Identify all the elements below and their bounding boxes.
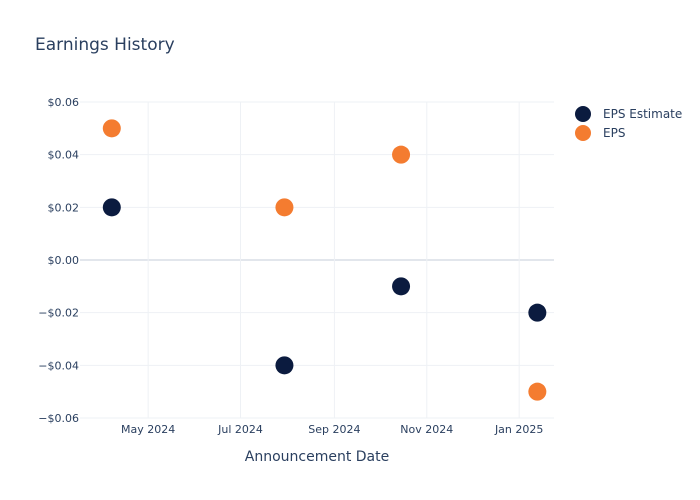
x-tick-label: Jul 2024	[217, 423, 263, 436]
x-axis-ticks: May 2024 Jul 2024 Sep 2024 Nov 2024 Jan 2025	[121, 423, 543, 436]
legend-marker	[575, 125, 591, 141]
y-tick-label: $0.00	[48, 254, 80, 267]
legend: EPS Estimate EPS	[575, 106, 682, 141]
y-tick-label: $0.02	[48, 201, 80, 214]
x-tick-label: Nov 2024	[400, 423, 453, 436]
legend-label: EPS Estimate	[603, 107, 682, 121]
legend-label: EPS	[603, 126, 625, 140]
grid	[80, 101, 554, 419]
data-points	[102, 119, 547, 401]
legend-marker	[575, 106, 591, 122]
data-point-eps-estimate	[102, 198, 121, 217]
data-point-eps-estimate	[528, 303, 547, 322]
y-tick-label: $0.06	[48, 96, 80, 109]
y-tick-label: −$0.02	[38, 307, 79, 320]
y-tick-label: $0.04	[48, 149, 80, 162]
data-point-eps-estimate	[275, 356, 294, 375]
data-point-eps	[102, 119, 121, 138]
data-point-eps	[392, 145, 411, 164]
x-tick-label: Sep 2024	[308, 423, 360, 436]
x-tick-label: May 2024	[121, 423, 175, 436]
data-point-eps	[275, 198, 294, 217]
chart-title: Earnings History	[35, 35, 175, 55]
y-tick-label: −$0.04	[38, 359, 79, 372]
data-point-eps-estimate	[392, 277, 411, 296]
x-axis-title: Announcement Date	[245, 449, 389, 465]
x-tick-label: Jan 2025	[494, 423, 543, 436]
data-point-eps	[528, 382, 547, 401]
y-tick-label: −$0.06	[38, 412, 79, 425]
y-axis-ticks: $0.06 $0.04 $0.02 $0.00 −$0.02 −$0.04 −$0.06	[38, 96, 79, 425]
